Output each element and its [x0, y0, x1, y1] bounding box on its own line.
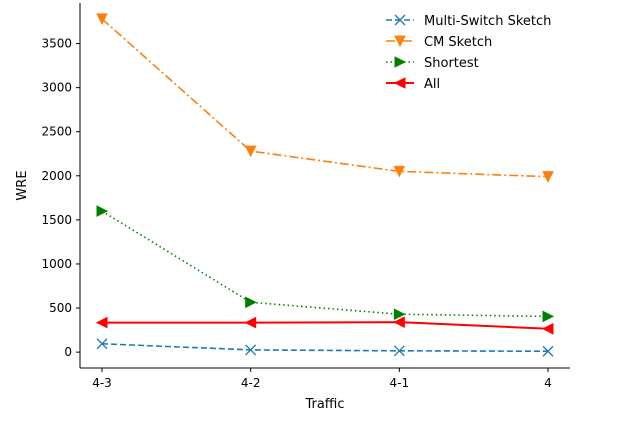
x-tick-label: 4 — [544, 376, 552, 390]
data-point — [541, 322, 554, 335]
series-line — [101, 18, 549, 178]
series-shortest — [96, 205, 555, 323]
data-point — [245, 344, 257, 356]
legend-item: Shortest — [386, 56, 479, 71]
data-point — [542, 171, 554, 183]
data-point — [542, 345, 554, 357]
series-cm-sketch — [96, 13, 554, 183]
legend-label: All — [424, 77, 440, 92]
legend-item: CM Sketch — [386, 35, 492, 50]
data-point — [244, 145, 257, 158]
series-multi-switch-sketch — [96, 338, 554, 357]
y-tick-label: 500 — [49, 301, 72, 315]
series-line — [101, 342, 549, 353]
series-line — [101, 210, 549, 318]
legend-label: Shortest — [424, 56, 479, 71]
data-point — [393, 316, 405, 328]
axes: 0 500 1000 1500 2000 2500 3000 3500 4-3 4-2 4-1 4 — [41, 3, 570, 390]
y-tick-label: 2500 — [41, 125, 72, 139]
data-point — [96, 13, 108, 25]
x-axis-title: Traffic — [304, 397, 344, 412]
y-tick-label: 3000 — [41, 81, 72, 95]
data-point — [393, 308, 406, 321]
data-point — [542, 310, 555, 323]
y-tick-label: 2000 — [41, 169, 72, 183]
legend-item: All — [386, 77, 440, 92]
legend-label: CM Sketch — [424, 35, 492, 50]
y-tick-label: 1000 — [41, 257, 72, 271]
data-point — [245, 296, 257, 309]
series-group — [95, 13, 555, 357]
legend-marker — [394, 35, 406, 48]
data-point — [95, 316, 108, 329]
y-tick-label: 0 — [64, 345, 72, 359]
data-point — [96, 205, 109, 217]
x-tick-label: 4-3 — [92, 376, 112, 390]
legend-label: Multi-Switch Sketch — [424, 14, 551, 29]
legend-marker — [393, 77, 406, 89]
data-point — [393, 345, 405, 357]
y-tick-label: 1500 — [41, 213, 72, 227]
y-axis-title: WRE — [15, 170, 30, 200]
series-line — [102, 321, 549, 330]
data-point — [393, 165, 406, 178]
legend-marker — [394, 56, 407, 68]
x-tick-label: 4-1 — [390, 376, 410, 390]
legend-item: Multi-Switch Sketch — [386, 14, 551, 29]
series-all — [95, 316, 554, 335]
legend: Multi-Switch Sketch CM Sketch Shortest All — [386, 14, 551, 92]
data-point — [96, 338, 108, 350]
y-tick-label: 3500 — [41, 37, 72, 51]
x-tick-label: 4-2 — [241, 376, 261, 390]
legend-marker — [394, 14, 406, 26]
data-point — [244, 316, 257, 329]
